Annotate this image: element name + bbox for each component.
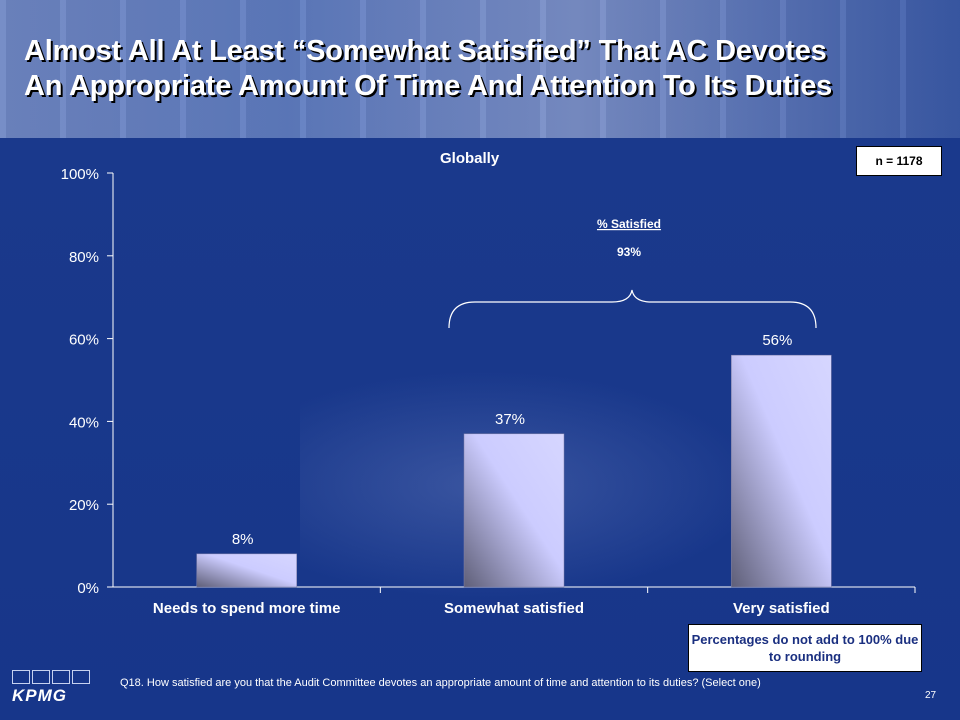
bar-data-label: 56%: [762, 332, 792, 349]
bar-data-label: 8%: [232, 531, 254, 548]
x-tick-label: Needs to spend more time: [153, 600, 341, 617]
bar-3: [731, 354, 832, 588]
satisfied-annotation-value: 93%: [617, 245, 641, 259]
y-tick-label: 0%: [77, 580, 99, 597]
page-number: 27: [925, 690, 937, 701]
x-tick-label: Very satisfied: [733, 600, 830, 617]
satisfied-brace: [448, 289, 817, 329]
y-tick-label: 20%: [69, 497, 99, 514]
header-banner: [0, 0, 960, 138]
y-tick-label: 80%: [69, 249, 99, 266]
logo-text: KPMG: [12, 686, 67, 705]
sample-size-box: n = 1178: [856, 146, 942, 176]
y-tick-label: 40%: [69, 414, 99, 431]
chart-title: Globally: [440, 150, 500, 167]
slide-title: Almost All At Least “Somewhat Satisfied”…: [24, 34, 944, 104]
question-text: Q18. How satisfied are you that the Audi…: [120, 677, 761, 689]
kpmg-logo: KPMG: [12, 670, 96, 708]
x-tick-label: Somewhat satisfied: [444, 600, 584, 617]
bar-2: [463, 433, 565, 588]
rounding-note: Percentages do not add to 100% due to ro…: [688, 624, 922, 672]
y-tick-label: 60%: [69, 332, 99, 349]
bar-data-label: 37%: [495, 411, 525, 428]
title-line-1: Almost All At Least “Somewhat Satisfied”…: [24, 35, 827, 67]
y-tick-label: 100%: [61, 166, 99, 183]
bar-1: [196, 553, 297, 588]
satisfied-annotation-label: % Satisfied: [597, 217, 661, 231]
title-line-2: An Appropriate Amount Of Time And Attent…: [24, 70, 833, 102]
